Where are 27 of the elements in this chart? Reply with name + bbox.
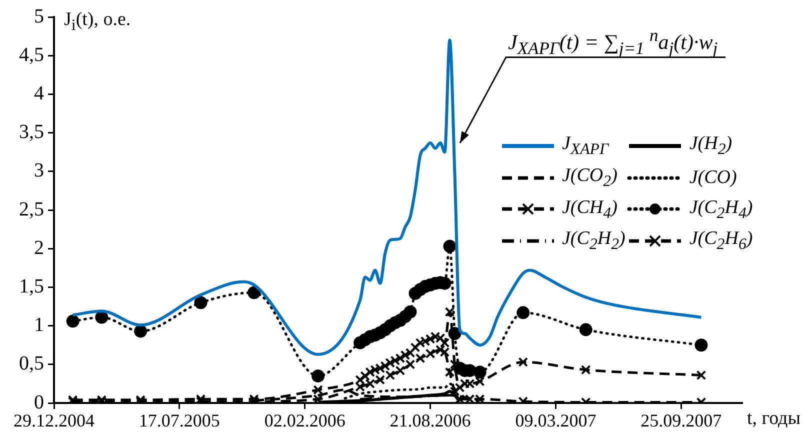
y-tick-label: 2,5 <box>19 198 44 220</box>
x-tick-label: 02.02.2006 <box>264 410 346 431</box>
y-tick-label: 3,5 <box>19 121 44 144</box>
legend-label: J(CO) <box>689 166 737 189</box>
x-tick-label: 21.08.2006 <box>390 410 471 431</box>
y-tick-label: 3 <box>34 160 44 182</box>
legend-label: J(H$_{2}$) <box>689 133 732 159</box>
legend-label: J(C$_{2}$H$_{6}$) <box>689 228 753 254</box>
y-tick-label: 5 <box>34 5 44 28</box>
x-tick-label: 17.07.2005 <box>138 410 220 431</box>
y-tick-label: 1 <box>34 314 44 336</box>
y-tick-label: 1,5 <box>19 275 44 298</box>
y-tick-label: 4,5 <box>19 44 44 66</box>
x-tick-label: 09.03.2007 <box>515 410 596 431</box>
legend-label: J$_{ХАРГ}$ <box>562 133 608 159</box>
legend-label: J(C$_{2}$H$_{4}$) <box>689 196 753 222</box>
y-tick-label: 2 <box>34 236 44 259</box>
legend-label: J(CH$_{4}$) <box>562 196 618 222</box>
x-tick-label: 25.09.2007 <box>640 410 722 431</box>
legend-label: J(CO$_{2}$) <box>562 164 618 191</box>
y-axis-title: J$_{i}$(t), o.e. <box>64 9 131 35</box>
legend-label: J(C$_{2}$H$_{2}$) <box>562 228 626 254</box>
x-tick-label: 29.12.2004 <box>14 410 94 431</box>
y-tick-label: 0 <box>34 391 44 414</box>
y-tick-label: 4 <box>34 82 44 104</box>
y-tick-label: 0,5 <box>19 352 44 375</box>
x-axis-title: t, годы <box>747 408 800 430</box>
